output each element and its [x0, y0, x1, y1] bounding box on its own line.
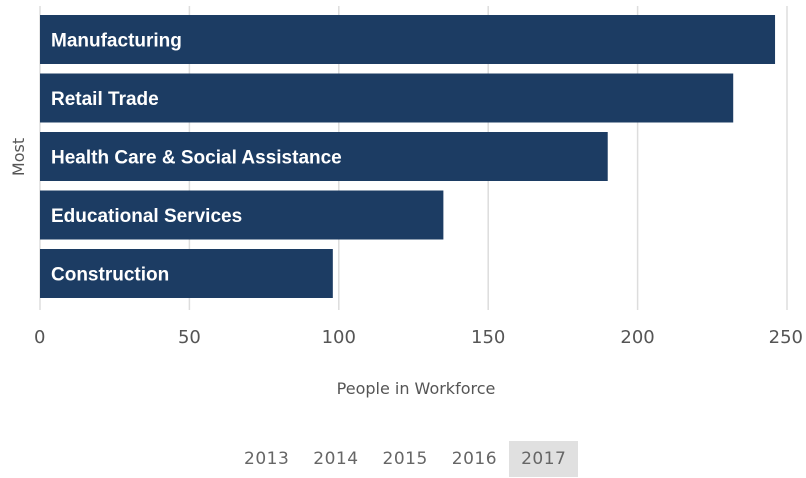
bar-label: Construction	[51, 265, 169, 286]
bar[interactable]	[40, 132, 608, 181]
bar-labels: Manufacturing Retail Trade Health Care & S…	[51, 31, 342, 286]
year-option-2013[interactable]: 2013	[244, 449, 290, 469]
x-axis-title: People in Workforce	[337, 379, 496, 398]
bar-label: Educational Services	[51, 206, 242, 227]
x-tick-label: 250	[769, 327, 803, 348]
year-option-2017[interactable]: 2017	[509, 441, 579, 477]
x-tick-label: 50	[178, 327, 201, 348]
x-tick-label: 0	[34, 327, 45, 348]
x-tick-label: 100	[322, 327, 356, 348]
bar-label: Health Care & Social Assistance	[51, 148, 342, 169]
year-option-2015[interactable]: 2015	[382, 449, 428, 469]
bar[interactable]	[40, 73, 734, 123]
x-tick-label: 150	[471, 327, 505, 348]
bars	[40, 15, 776, 298]
year-option-2014[interactable]: 2014	[313, 449, 359, 469]
year-selector: 2013 2014 2015 2016 2017	[232, 440, 579, 478]
bar[interactable]	[40, 15, 776, 64]
bar-label: Retail Trade	[51, 89, 159, 110]
bar[interactable]	[40, 249, 333, 298]
bar-label: Manufacturing	[51, 31, 182, 52]
year-option-2016[interactable]: 2016	[451, 449, 498, 469]
x-tick-label: 200	[620, 327, 654, 348]
bar[interactable]	[40, 190, 444, 240]
y-axis-title: Most	[9, 138, 28, 176]
bar-chart: Manufacturing Retail Trade Health Care & S…	[9, 6, 803, 398]
x-tick-labels: 0 50 100 150 200 250	[34, 327, 803, 348]
